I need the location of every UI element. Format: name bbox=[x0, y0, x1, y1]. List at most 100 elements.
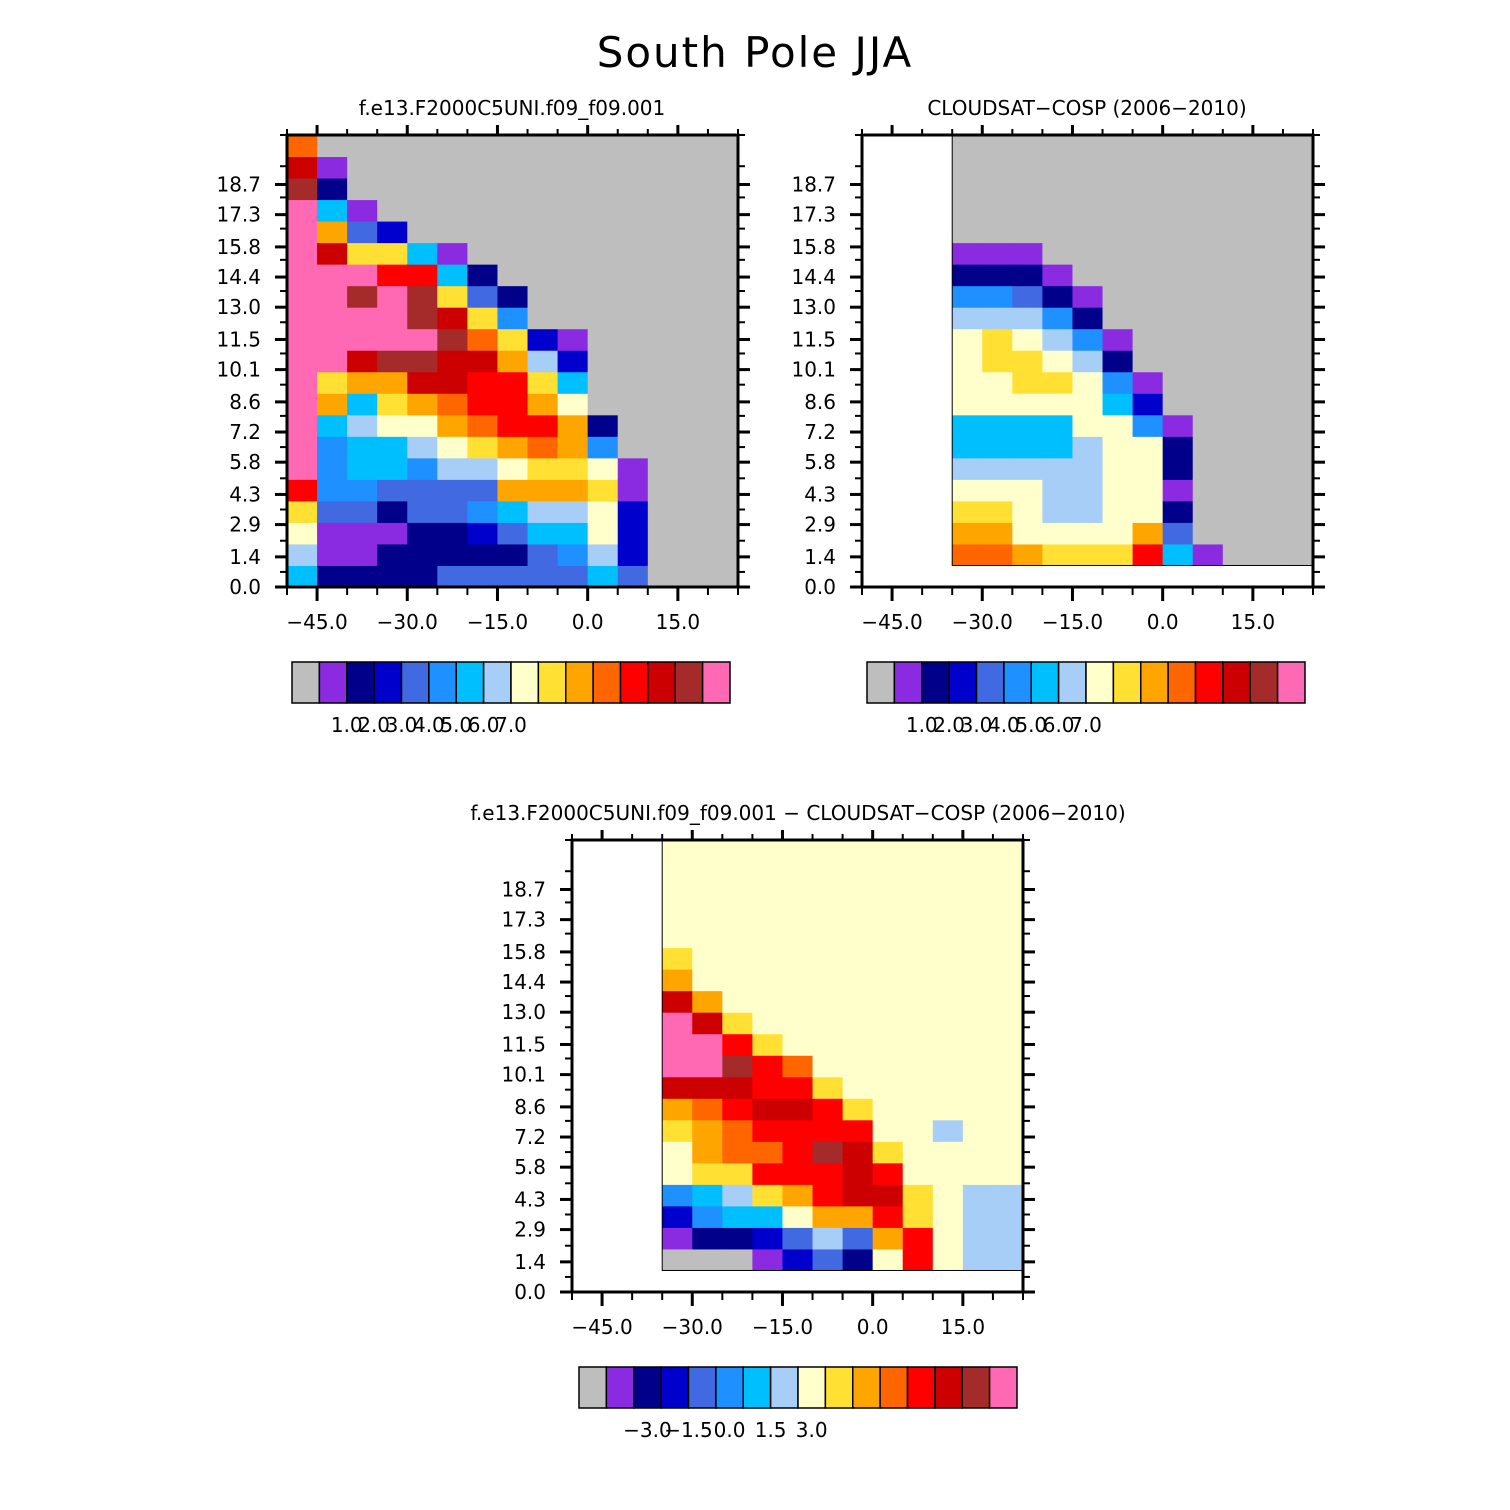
heatmap-cell bbox=[932, 883, 964, 906]
heatmap-cell bbox=[377, 457, 408, 480]
heatmap-cell bbox=[497, 221, 529, 244]
heatmap-cell bbox=[782, 1227, 814, 1250]
heatmap-cell bbox=[527, 500, 559, 523]
heatmap-cell bbox=[932, 1076, 964, 1099]
heatmap-cell bbox=[557, 457, 589, 480]
heatmap-cell bbox=[497, 393, 529, 416]
heatmap-cell bbox=[317, 242, 348, 265]
heatmap-cell bbox=[497, 522, 529, 545]
colorbar-box bbox=[482, 661, 512, 704]
heatmap-cell bbox=[467, 350, 498, 373]
heatmap-cell bbox=[1192, 285, 1224, 308]
heatmap-cell bbox=[677, 479, 709, 502]
heatmap-cell bbox=[377, 135, 408, 158]
heatmap-cell bbox=[812, 1162, 844, 1185]
heatmap-cell bbox=[1072, 393, 1104, 416]
heatmap-cell bbox=[662, 1119, 693, 1142]
heatmap-cell bbox=[377, 199, 408, 222]
heatmap-cell bbox=[287, 479, 318, 502]
colorbar-box bbox=[701, 661, 731, 704]
heatmap-cell bbox=[902, 883, 934, 906]
heatmap-cell bbox=[497, 264, 529, 287]
heatmap-cell bbox=[467, 500, 498, 523]
heatmap-cell bbox=[1072, 436, 1104, 459]
heatmap-cell bbox=[677, 264, 709, 287]
heatmap-cell bbox=[647, 135, 679, 158]
colorbar-box bbox=[879, 1366, 909, 1409]
heatmap-cell bbox=[467, 393, 498, 416]
heatmap-cell bbox=[722, 883, 753, 906]
heatmap-cell bbox=[407, 199, 438, 222]
heatmap-cell bbox=[1222, 543, 1254, 566]
heatmap-cell bbox=[842, 969, 874, 992]
heatmap-cell bbox=[692, 969, 723, 992]
heatmap-cell bbox=[617, 500, 649, 523]
heatmap-cell bbox=[902, 1119, 934, 1142]
heatmap-cell bbox=[557, 307, 589, 330]
heatmap-cell bbox=[1132, 264, 1164, 287]
heatmap-cell bbox=[347, 414, 378, 437]
y-tick-label: 17.3 bbox=[216, 203, 261, 227]
colorbar-box bbox=[565, 661, 594, 704]
heatmap-cell bbox=[902, 1141, 934, 1164]
heatmap-cell bbox=[437, 242, 468, 265]
heatmap-cell bbox=[377, 436, 408, 459]
plot-frame bbox=[570, 838, 1025, 1294]
heatmap-cell bbox=[347, 307, 378, 330]
heatmap-cell bbox=[437, 371, 468, 394]
heatmap-cell bbox=[497, 500, 529, 523]
heatmap-cell bbox=[842, 904, 874, 927]
heatmap-cell bbox=[557, 393, 589, 416]
heatmap-cell bbox=[962, 969, 994, 992]
heatmap-cell bbox=[617, 436, 649, 459]
heatmap-cell bbox=[722, 1098, 753, 1121]
heatmap-cell bbox=[527, 221, 559, 244]
heatmap-cell bbox=[1012, 285, 1043, 308]
heatmap-cell bbox=[1192, 479, 1224, 502]
heatmap-cell bbox=[1282, 328, 1314, 351]
heatmap-cell bbox=[812, 926, 844, 949]
heatmap-cell bbox=[982, 350, 1013, 373]
heatmap-cell bbox=[812, 1055, 844, 1078]
heatmap-cell bbox=[377, 371, 408, 394]
heatmap-cell bbox=[287, 242, 318, 265]
heatmap-cell bbox=[752, 1248, 783, 1271]
colorbar-label: 1.0 bbox=[331, 713, 363, 737]
heatmap-cell bbox=[1072, 479, 1104, 502]
heatmap-cell bbox=[347, 393, 378, 416]
heatmap-cell bbox=[782, 990, 814, 1013]
heatmap-cell bbox=[1282, 350, 1314, 373]
heatmap-cell bbox=[812, 861, 844, 884]
heatmap-cell bbox=[527, 156, 559, 179]
colorbar-box bbox=[373, 661, 403, 704]
heatmap-cell bbox=[1132, 178, 1164, 201]
heatmap-cell bbox=[617, 543, 649, 566]
heatmap-cell bbox=[1222, 328, 1254, 351]
heatmap-cell bbox=[1252, 156, 1284, 179]
heatmap-cell bbox=[1012, 371, 1043, 394]
colorbar-box bbox=[975, 661, 1005, 704]
heatmap-cell bbox=[692, 883, 723, 906]
heatmap-cell bbox=[527, 565, 559, 588]
heatmap-cell bbox=[497, 199, 529, 222]
heatmap-panel-2: 0.0 1.4 2.9 4.3 5.8 7.2 8.6 10.1 11.5 13.0 14.4 15.… bbox=[501, 830, 1035, 1442]
heatmap-cell bbox=[1042, 393, 1073, 416]
heatmap-cell bbox=[707, 285, 739, 308]
heatmap-cell bbox=[617, 135, 649, 158]
heatmap-cell bbox=[407, 414, 438, 437]
heatmap-cell bbox=[1132, 328, 1164, 351]
heatmap-cell bbox=[872, 840, 904, 863]
heatmap-cell bbox=[1012, 264, 1043, 287]
heatmap-cell bbox=[952, 393, 983, 416]
heatmap-cell bbox=[1012, 457, 1043, 480]
y-tick-label: 18.7 bbox=[501, 878, 546, 902]
heatmap-cell bbox=[1192, 457, 1224, 480]
heatmap-cell bbox=[1162, 479, 1194, 502]
colorbar-label: 4.0 bbox=[413, 713, 445, 737]
y-tick-label: 2.9 bbox=[804, 513, 836, 537]
heatmap-cell bbox=[407, 393, 438, 416]
heatmap-cell bbox=[1192, 307, 1224, 330]
heatmap-cell bbox=[842, 1012, 874, 1035]
heatmap-cell bbox=[377, 393, 408, 416]
heatmap-cell bbox=[527, 436, 559, 459]
